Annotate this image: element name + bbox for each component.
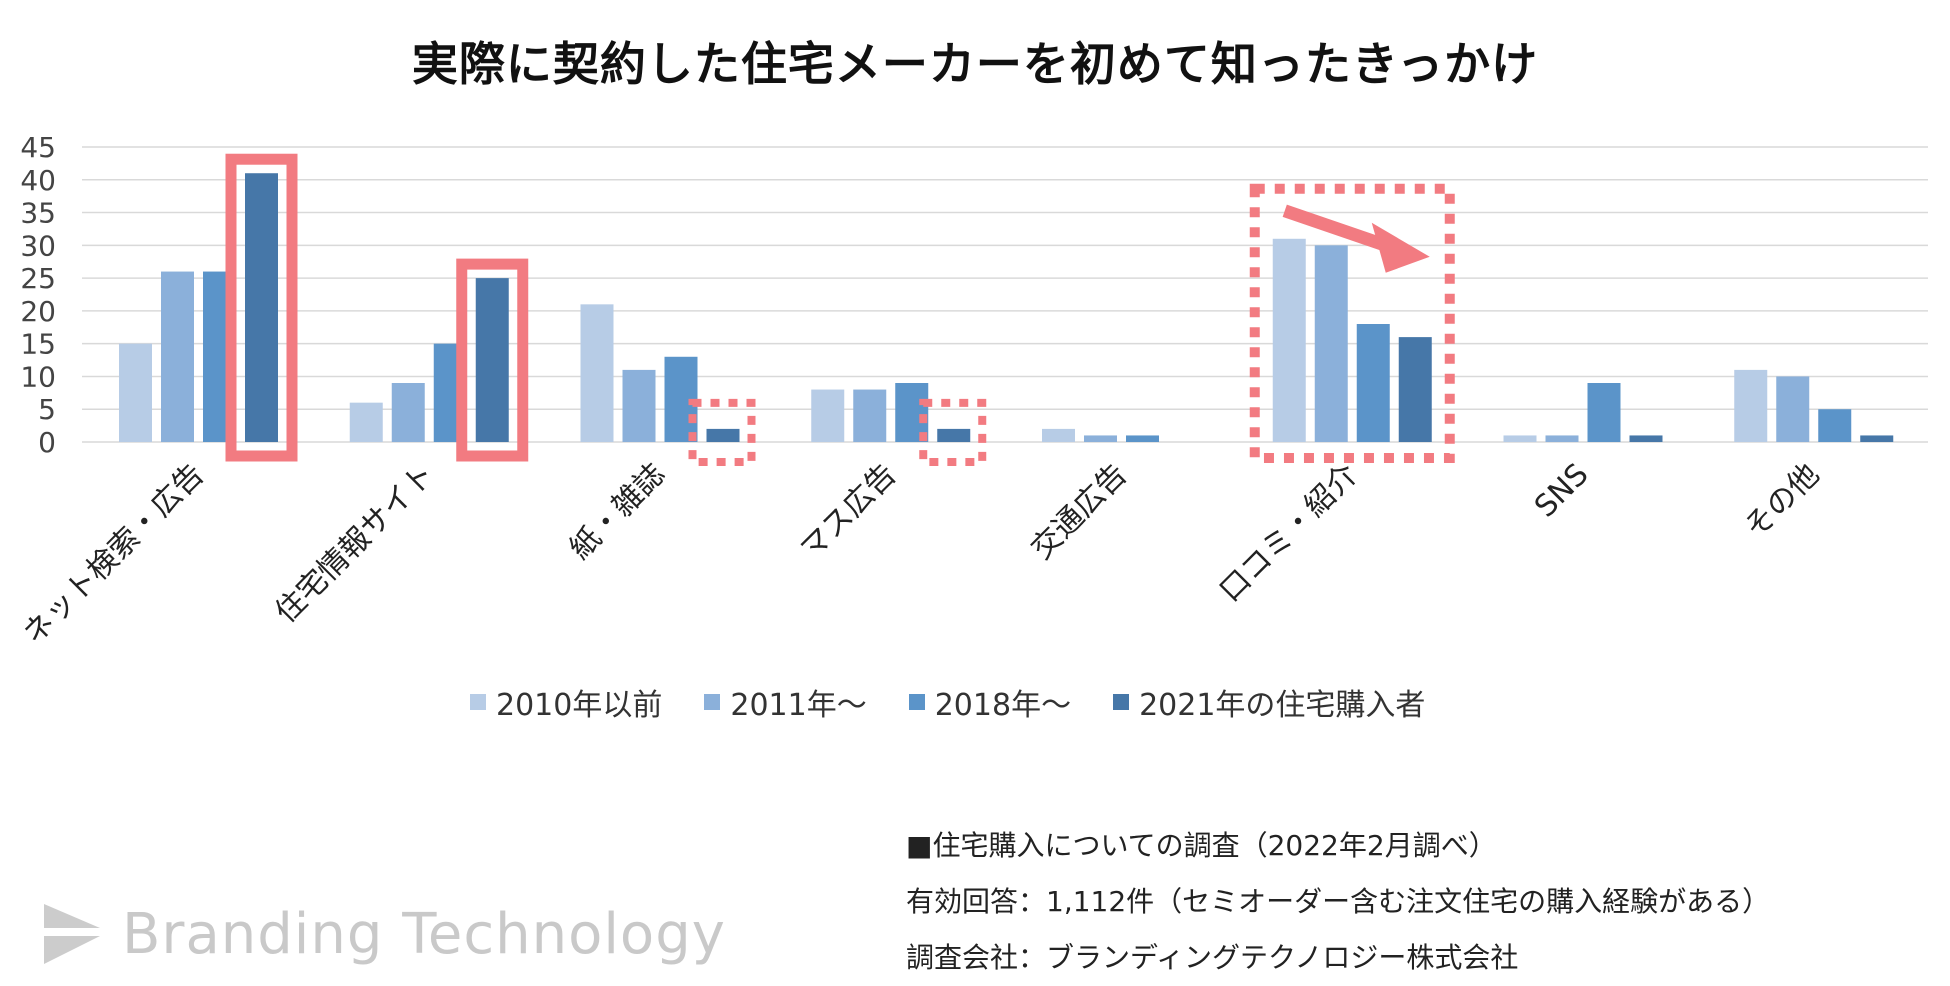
x-tick-label: SNS — [1528, 457, 1596, 525]
note-line-survey: ■住宅購入についての調査（2022年2月調べ） — [906, 829, 1497, 862]
bar — [1042, 428, 1075, 442]
bar — [1587, 383, 1621, 442]
x-tick-label: 交通広告 — [1024, 457, 1134, 567]
x-tick-label: マス広告 — [794, 457, 904, 567]
trend-arrow-shaft — [1282, 204, 1392, 253]
bar — [1398, 337, 1432, 442]
legend-swatch — [1113, 694, 1130, 710]
highlight-annotations — [225, 153, 1455, 466]
legend-swatch — [908, 694, 925, 710]
bar — [1503, 435, 1537, 442]
y-tick-label: 45 — [20, 131, 56, 164]
note-line-company: 調査会社：ブランディングテクノロジー株式会社 — [906, 941, 1519, 974]
x-tick-label: 紙・雑誌 — [563, 457, 673, 567]
highlight-box — [688, 398, 756, 466]
y-tick-label: 0 — [38, 426, 56, 459]
y-tick-label: 40 — [20, 164, 56, 197]
bar — [1126, 435, 1159, 442]
x-axis-labels: ネット検索・広告 住宅情報サイト 紙・雑誌 マス広告 交通広告 口コミ・紹介 SNS その他 — [17, 457, 1827, 651]
highlight-box — [456, 258, 529, 462]
highlight-box — [1249, 183, 1455, 463]
y-tick-label: 15 — [20, 328, 56, 361]
legend-item: 2021年の住宅購入者 — [1113, 680, 1425, 724]
bar — [1734, 369, 1768, 442]
bar — [161, 271, 194, 442]
y-tick-label: 20 — [20, 295, 56, 328]
bar — [1084, 435, 1117, 442]
trend-arrow-head — [1371, 222, 1430, 273]
x-tick-label: 住宅情報サイト — [269, 457, 442, 630]
legend: 2010年以前 2011年～ 2018年～ 2021年の住宅購入者 — [470, 680, 1467, 724]
legend-item: 2010年以前 — [470, 680, 662, 724]
brand-logo: Branding Technology — [40, 900, 726, 968]
bar — [475, 278, 509, 442]
legend-label: 2021年の住宅購入者 — [1139, 688, 1426, 723]
x-tick-label: ネット検索・広告 — [17, 457, 211, 651]
x-tick-label: 口コミ・紹介 — [1213, 457, 1365, 609]
y-tick-label: 10 — [20, 360, 56, 393]
legend-label: 2011年～ — [730, 688, 867, 723]
y-tick-label: 35 — [20, 197, 56, 230]
bar — [853, 389, 887, 442]
bar — [1272, 238, 1306, 442]
bar — [1776, 376, 1810, 442]
y-tick-label: 5 — [38, 393, 56, 426]
brand-name: Branding Technology — [122, 901, 726, 967]
y-tick-label: 25 — [20, 262, 56, 295]
bar — [1818, 409, 1852, 442]
highlight-box — [225, 153, 298, 462]
x-tick-label: その他 — [1738, 457, 1826, 545]
bars — [119, 173, 1894, 442]
legend-swatch — [704, 694, 721, 710]
bar — [811, 389, 845, 442]
y-tick-label: 30 — [20, 229, 56, 262]
bar — [1629, 435, 1663, 442]
bar — [119, 343, 152, 442]
bar — [1545, 435, 1579, 442]
legend-swatch — [470, 694, 486, 710]
note-line-responses: 有効回答：1,112件（セミオーダー含む注文住宅の購入経験がある） — [906, 885, 1771, 918]
bar — [1314, 245, 1348, 442]
bar — [580, 304, 614, 442]
bar — [245, 173, 278, 442]
highlight-box — [919, 398, 987, 466]
chevron-logo-icon — [44, 904, 100, 964]
gridlines — [82, 146, 1928, 443]
bar — [391, 383, 425, 442]
bar — [349, 402, 383, 442]
legend-item: 2018年～ — [908, 680, 1072, 724]
legend-label: 2010年以前 — [496, 688, 663, 723]
bar — [1860, 435, 1894, 442]
bar — [1356, 324, 1390, 442]
chart-title: 実際に契約した住宅メーカーを初めて知ったきっかけ — [411, 37, 1539, 91]
bar — [622, 369, 656, 442]
bar — [706, 428, 740, 442]
survey-notes: ■住宅購入についての調査（2022年2月調べ） 有効回答：1,112件（セミオー… — [906, 818, 1770, 986]
legend-label: 2018年～ — [934, 688, 1072, 723]
bar — [937, 428, 971, 442]
legend-item: 2011年～ — [704, 680, 867, 724]
